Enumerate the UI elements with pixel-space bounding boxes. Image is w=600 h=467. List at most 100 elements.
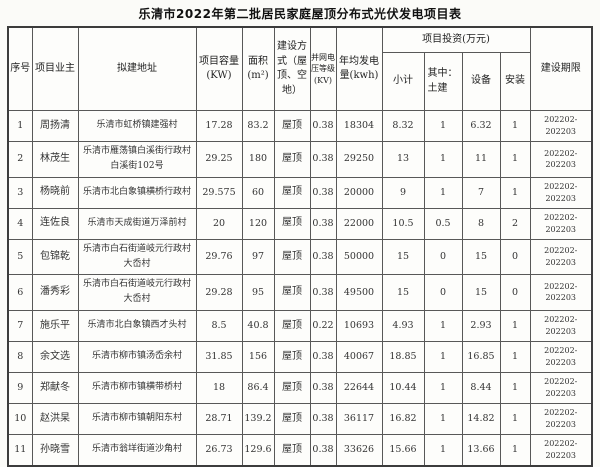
cell-subtotal: 10.5: [381, 207, 425, 240]
table-row: 3 杨晓前 乐清市北白象镇横桥行政村 29.575 60 屋顶 0.38 200…: [7, 176, 593, 209]
cell-install: 1: [499, 309, 531, 342]
col-header-install: 安装: [499, 52, 531, 111]
cell-subtotal: 9: [381, 176, 425, 209]
cell-civil: 1: [423, 371, 463, 404]
col-header-generation: 年均发电量(kwh): [335, 26, 383, 111]
cell-area: 40.8: [241, 309, 275, 342]
cell-install: 1: [499, 176, 531, 209]
cell-period: 202202-202203: [529, 207, 593, 240]
cell-civil: 1: [423, 433, 463, 467]
cell-voltage: 0.38: [309, 110, 337, 142]
cell-address: 乐清市北白象镇横桥行政村: [77, 176, 197, 209]
cell-generation: 10693: [335, 309, 383, 342]
cell-generation: 20000: [335, 176, 383, 209]
table-row: 1 周扬清 乐清市虹桥镇建强村 17.28 83.2 屋顶 0.38 18304…: [7, 110, 593, 142]
cell-address: 乐清市雁荡镇白溪街行政村 白溪街102号: [77, 141, 197, 178]
header-row-top: 序号 项目业主 拟建地址 项目容量 (KW) 面积 (m²) 建设方式（屋顶、空…: [7, 26, 593, 111]
table-row: 9 郑献冬 乐清市柳市镇横带桥村 18 86.4 屋顶 0.38 22644 1…: [7, 371, 593, 404]
cell-capacity: 8.5: [195, 309, 243, 342]
table-row: 2 林茂生 乐清市雁荡镇白溪街行政村 白溪街102号 29.25 180 屋顶 …: [7, 141, 593, 178]
cell-method: 屋顶: [273, 141, 311, 178]
cell-install: 0: [499, 238, 531, 276]
cell-install: 1: [499, 340, 531, 373]
cell-voltage: 0.38: [309, 176, 337, 209]
cell-seq: 5: [7, 238, 33, 276]
cell-subtotal: 15: [381, 274, 425, 311]
cell-install: 1: [499, 110, 531, 142]
cell-area: 97: [241, 238, 275, 276]
cell-address: 乐清市天成街道万泽前村: [77, 207, 197, 240]
cell-voltage: 0.38: [309, 274, 337, 311]
cell-method: 屋顶: [273, 110, 311, 142]
cell-equipment: 2.93: [461, 309, 501, 342]
table-row: 7 施乐平 乐清市北白象镇西才头村 8.5 40.8 屋顶 0.22 10693…: [7, 309, 593, 342]
pv-project-table: 序号 项目业主 拟建地址 项目容量 (KW) 面积 (m²) 建设方式（屋顶、空…: [7, 26, 593, 467]
cell-subtotal: 15.66: [381, 433, 425, 467]
cell-method: 屋顶: [273, 207, 311, 240]
table-row: 10 赵洪杲 乐清市柳市镇朝阳东村 28.71 139.2 屋顶 0.38 36…: [7, 402, 593, 435]
col-header-investment-group: 项目投资(万元): [381, 26, 531, 53]
cell-capacity: 29.28: [195, 274, 243, 311]
cell-period: 202202-202203: [529, 433, 593, 467]
col-header-owner: 项目业主: [31, 26, 79, 111]
cell-civil: 0.5: [423, 207, 463, 240]
cell-owner: 连佐良: [31, 207, 79, 240]
cell-owner: 周扬清: [31, 110, 79, 142]
cell-capacity: 29.25: [195, 141, 243, 178]
cell-install: 1: [499, 433, 531, 467]
cell-address: 乐清市柳市镇横带桥村: [77, 371, 197, 404]
cell-address: 乐清市柳市镇朝阳东村: [77, 402, 197, 435]
cell-subtotal: 18.85: [381, 340, 425, 373]
cell-period: 202202-202203: [529, 238, 593, 276]
cell-civil: 0: [423, 274, 463, 311]
cell-address: 乐清市翁垟街道沙角村: [77, 433, 197, 467]
cell-equipment: 8.44: [461, 371, 501, 404]
cell-install: 1: [499, 371, 531, 404]
cell-area: 60: [241, 176, 275, 209]
cell-address: 乐清市白石街道岐元行政村 大岙村: [77, 274, 197, 311]
cell-address: 乐清市虹桥镇建强村: [77, 110, 197, 142]
cell-capacity: 26.73: [195, 433, 243, 467]
cell-area: 129.6: [241, 433, 275, 467]
cell-civil: 1: [423, 141, 463, 178]
cell-subtotal: 15: [381, 238, 425, 276]
cell-method: 屋顶: [273, 176, 311, 209]
col-header-voltage: 并网电压等级(KV): [309, 26, 337, 111]
cell-method: 屋顶: [273, 340, 311, 373]
cell-voltage: 0.38: [309, 141, 337, 178]
cell-subtotal: 10.44: [381, 371, 425, 404]
cell-subtotal: 16.82: [381, 402, 425, 435]
cell-install: 1: [499, 402, 531, 435]
cell-civil: 1: [423, 340, 463, 373]
cell-method: 屋顶: [273, 433, 311, 467]
cell-capacity: 29.575: [195, 176, 243, 209]
cell-area: 156: [241, 340, 275, 373]
cell-seq: 4: [7, 207, 33, 240]
cell-capacity: 29.76: [195, 238, 243, 276]
cell-capacity: 31.85: [195, 340, 243, 373]
cell-capacity: 18: [195, 371, 243, 404]
cell-subtotal: 8.32: [381, 110, 425, 142]
cell-install: 2: [499, 207, 531, 240]
cell-generation: 50000: [335, 238, 383, 276]
header-row-sub: 小计 其中： 土建 设备 安装: [8, 52, 592, 111]
cell-civil: 1: [423, 110, 463, 142]
cell-seq: 2: [7, 141, 33, 178]
cell-equipment: 14.82: [461, 402, 501, 435]
table-row: 4 连佐良 乐清市天成街道万泽前村 20 120 屋顶 0.38 22000 1…: [7, 207, 593, 240]
cell-area: 120: [241, 207, 275, 240]
col-header-civil: 其中： 土建: [423, 52, 463, 111]
cell-subtotal: 4.93: [381, 309, 425, 342]
cell-generation: 33626: [335, 433, 383, 467]
table-body: 1 周扬清 乐清市虹桥镇建强村 17.28 83.2 屋顶 0.38 18304…: [7, 110, 593, 467]
cell-civil: 1: [423, 402, 463, 435]
cell-area: 86.4: [241, 371, 275, 404]
cell-area: 83.2: [241, 110, 275, 142]
cell-equipment: 8: [461, 207, 501, 240]
cell-capacity: 17.28: [195, 110, 243, 142]
cell-equipment: 16.85: [461, 340, 501, 373]
cell-period: 202202-202203: [529, 110, 593, 142]
page-title: 乐清市2022年第二批居民家庭屋顶分布式光伏发电项目表: [138, 7, 462, 21]
cell-method: 屋顶: [273, 238, 311, 276]
cell-owner: 郑献冬: [31, 371, 79, 404]
